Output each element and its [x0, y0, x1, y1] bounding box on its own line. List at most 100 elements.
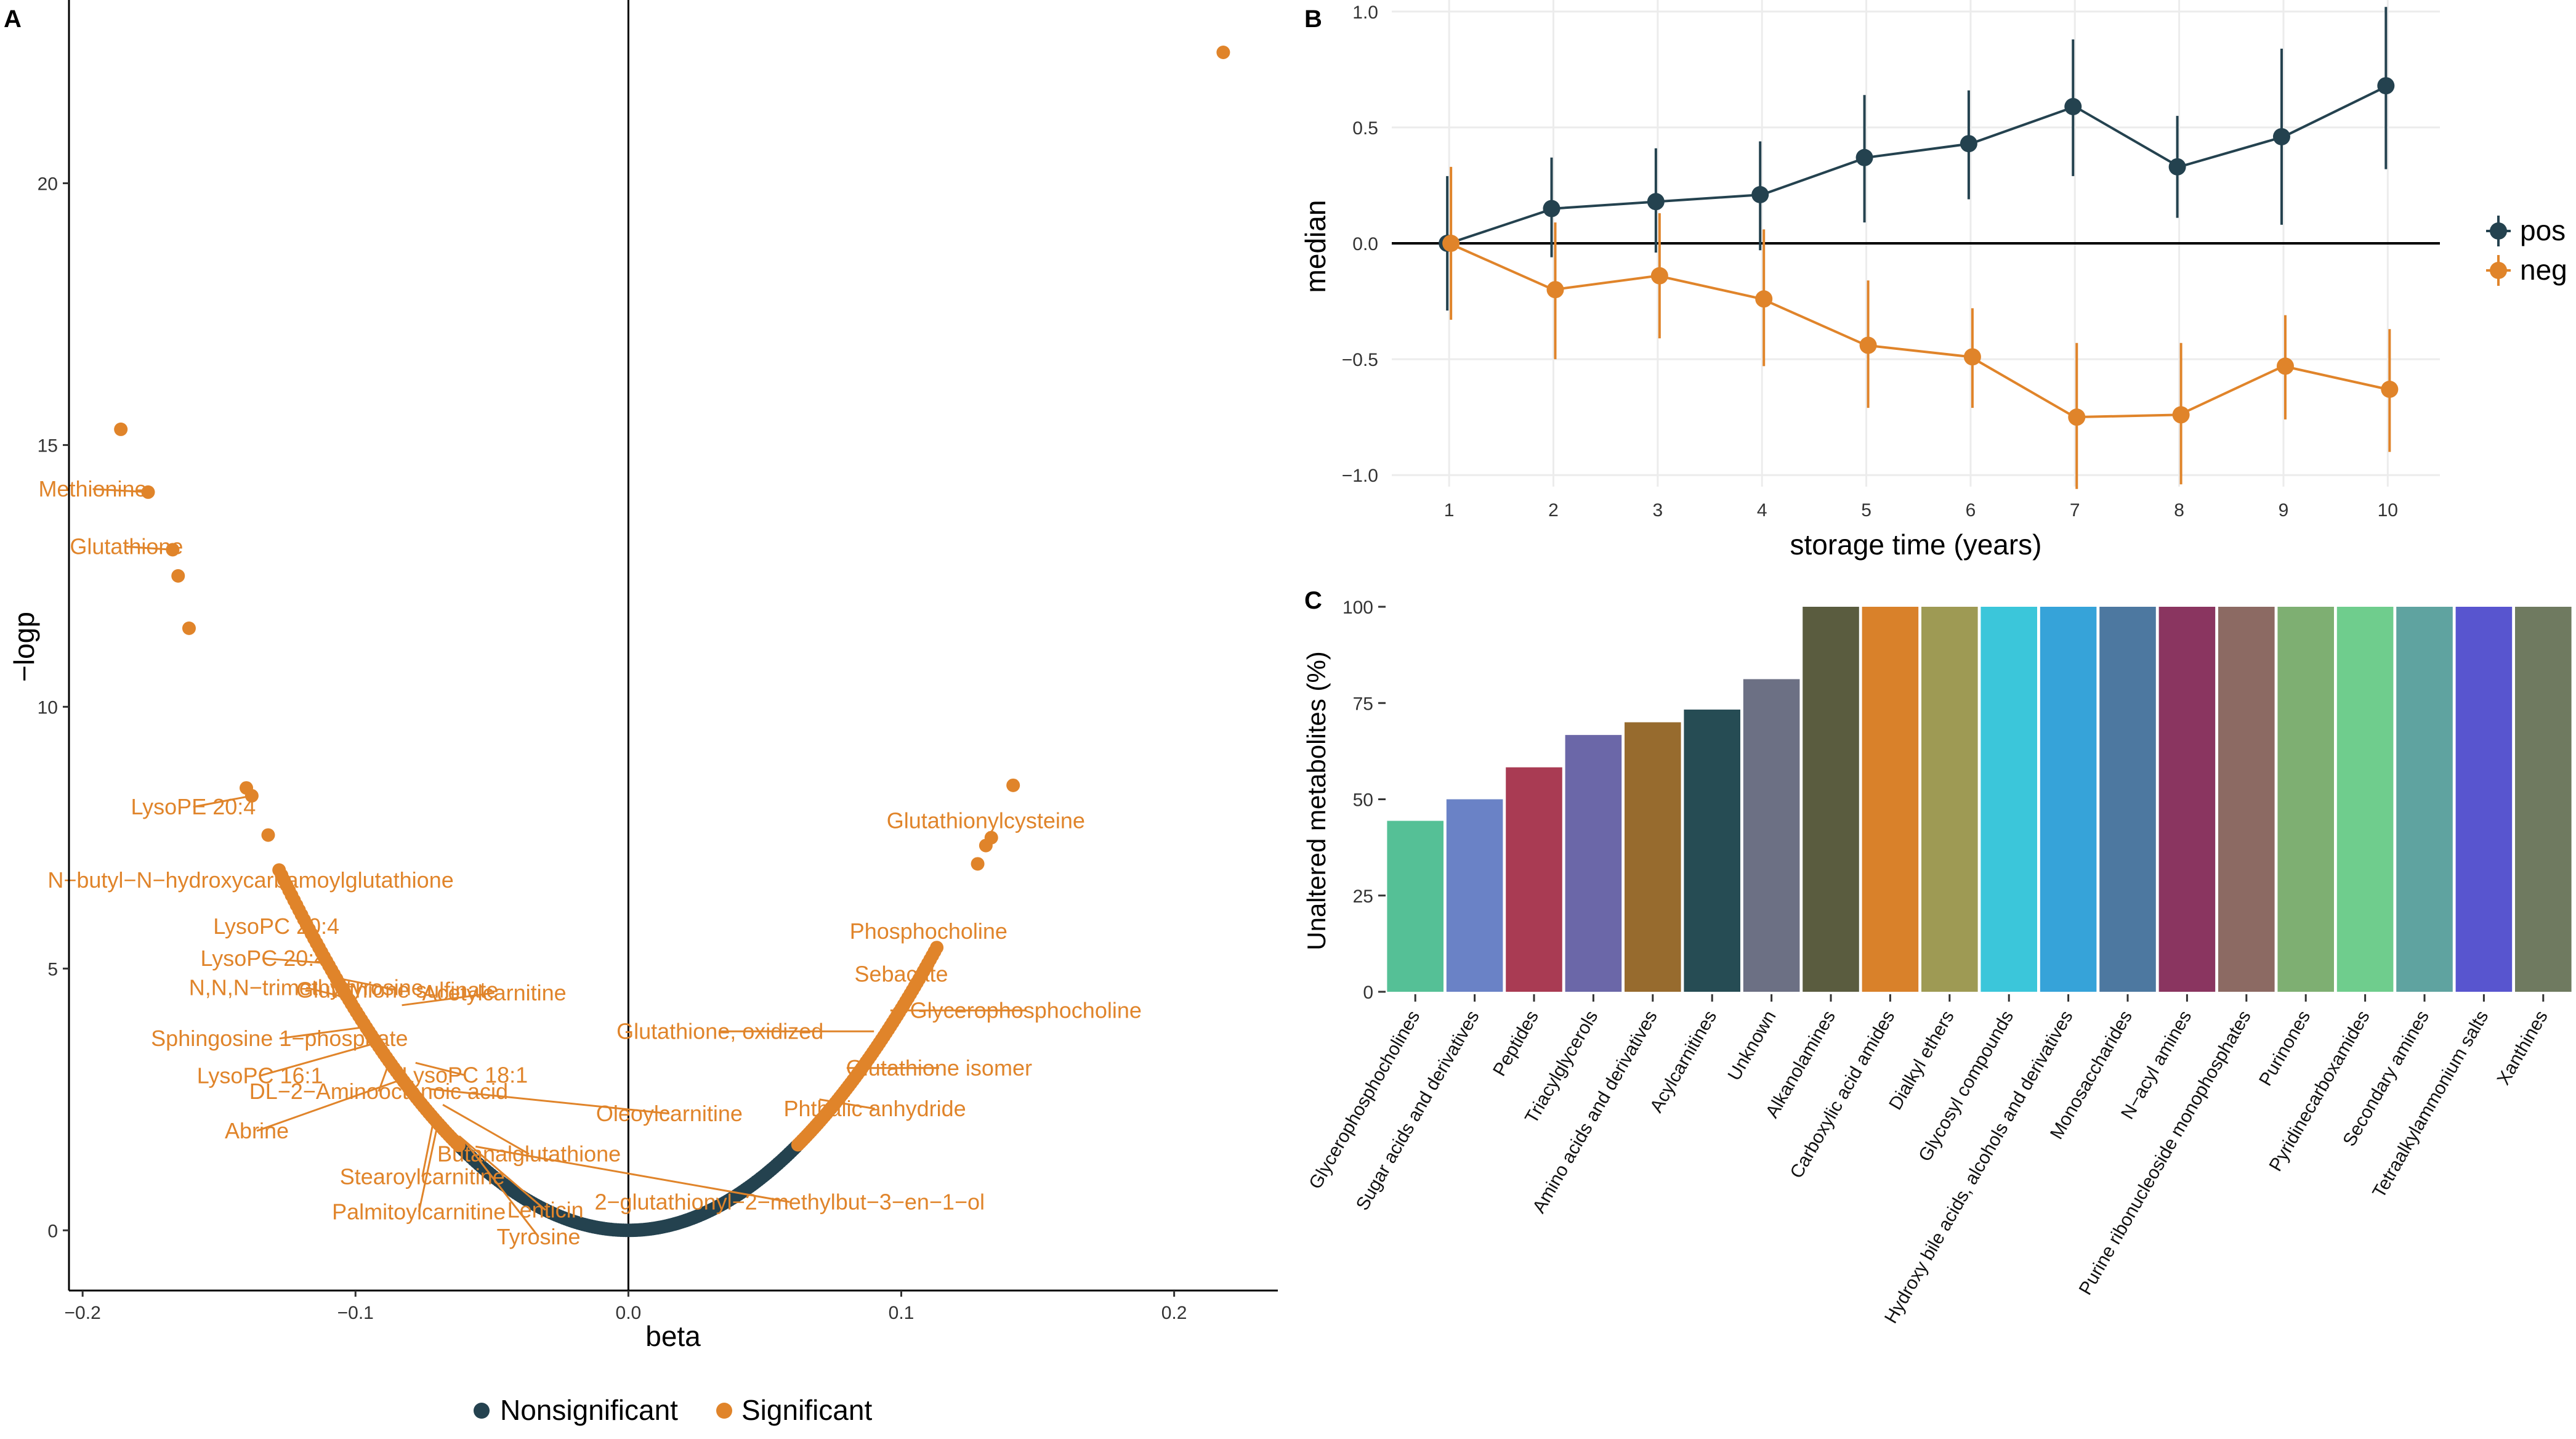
point-neg — [1546, 281, 1564, 299]
point-pos — [1751, 186, 1769, 203]
point-neg — [1442, 235, 1460, 252]
b-x-tick-label: 6 — [1966, 500, 1976, 521]
volcano-plot: A Methionine Glutathione LysoPE 20:4 N−buty… — [4, 0, 1278, 1426]
b-legend: pos neg — [2486, 214, 2567, 286]
b-x-tick-label: 2 — [1548, 500, 1559, 521]
point-label: Abrine — [225, 1118, 289, 1143]
point-label: LysoPC 18:1 — [402, 1062, 528, 1087]
significant-point — [930, 941, 944, 955]
legend-neg-swatch — [2490, 262, 2507, 279]
legend-pos-swatch — [2490, 222, 2507, 240]
a-legend: Nonsignificant Significant — [474, 1394, 872, 1426]
a-x-tick-label: 0.2 — [1161, 1303, 1187, 1323]
bar — [2099, 607, 2156, 992]
point-label: 2−glutathionyl−2−methylbut−3−en−1−ol — [594, 1189, 985, 1214]
b-x-tick-label: 8 — [2174, 500, 2184, 521]
label-leader-line — [378, 1057, 392, 1092]
a-x-tick-label: 0.1 — [889, 1303, 915, 1323]
bar — [1862, 607, 1919, 992]
bar — [1980, 607, 2037, 992]
c-y-tick-label: 50 — [1353, 790, 1373, 811]
point-pos — [2168, 158, 2186, 176]
point-label: Glutathione, oxidized — [616, 1018, 823, 1044]
point-pos — [2064, 98, 2082, 116]
point-pos — [1647, 193, 1665, 211]
label-leader-line — [259, 1040, 381, 1077]
category-label: Glycerophosphocholines — [1305, 1007, 1424, 1193]
point-label: Tyrosine — [496, 1224, 580, 1249]
label-leader-line — [193, 795, 252, 808]
significant-point — [182, 621, 196, 635]
b-y-tick-label: 0.5 — [1352, 118, 1378, 139]
b-y-tick-label: −0.5 — [1342, 350, 1378, 370]
a-y-tick-label: 15 — [38, 436, 58, 456]
bar — [1625, 722, 1681, 992]
bar — [1743, 679, 1800, 992]
label-leader-line — [256, 1077, 405, 1132]
point-label: Methionine — [38, 476, 147, 501]
point-label: Phosphocholine — [850, 918, 1007, 944]
category-label: Purinones — [2255, 1007, 2314, 1089]
label-leader-line — [402, 992, 495, 1007]
c-y-axis-title: Unaltered metabolites (%) — [1302, 651, 1331, 951]
point-label: N−butyl−N−hydroxycarbamoylglutathione — [47, 867, 453, 893]
panel-label-b: B — [1304, 6, 1322, 33]
category-label: Sugar acids and derivatives — [1352, 1007, 1484, 1214]
b-y-tick-label: −1.0 — [1342, 466, 1378, 486]
point-label: Glutathionylcysteine — [887, 808, 1085, 833]
series-line-neg — [1448, 242, 2388, 419]
series-line-pos — [1448, 84, 2389, 245]
bar — [1387, 821, 1443, 992]
significant-point — [114, 422, 128, 436]
bar — [2158, 607, 2216, 992]
unaltered-metabolites-bar-chart: C 0 25 50 75 100 GlycerophosphocholinesSugar… — [1302, 587, 2572, 1327]
category-label: Unknown — [1724, 1007, 1780, 1084]
a-x-axis-title: beta — [645, 1320, 701, 1352]
category-label: Pyridinecarboxamides — [2266, 1007, 2374, 1175]
point-label: Palmitoylcarnitine — [332, 1199, 506, 1224]
b-y-tick-label: 0.0 — [1352, 234, 1378, 254]
legend-neg-label: neg — [2520, 254, 2567, 286]
b-y-tick-label: 1.0 — [1352, 2, 1378, 23]
bar — [1506, 767, 1562, 992]
point-label: Glycerophosphocholine — [910, 997, 1142, 1023]
bar — [2396, 607, 2453, 992]
label-leader-line — [92, 488, 148, 493]
legend-significant-swatch — [716, 1403, 732, 1419]
point-label: LysoPC 20:4 — [213, 914, 339, 939]
panel-label-c: C — [1304, 587, 1322, 614]
point-label: DL−2−Aminooctanoic acid — [249, 1079, 508, 1104]
c-y-tick-label: 75 — [1353, 694, 1373, 714]
a-y-tick-label: 10 — [38, 697, 58, 718]
label-leader-line — [464, 1140, 539, 1238]
category-label: Peptides — [1489, 1007, 1543, 1080]
point-neg — [2276, 357, 2294, 375]
point-pos — [1960, 135, 1977, 153]
point-label: Glutathione isomer — [846, 1055, 1032, 1080]
point-pos — [2272, 128, 2290, 145]
label-leader-line — [475, 1145, 790, 1203]
significant-point — [971, 857, 985, 871]
bar — [1684, 709, 1740, 992]
bar — [1446, 799, 1503, 992]
b-x-tick-label: 7 — [2070, 500, 2080, 521]
a-y-tick-label: 5 — [47, 959, 58, 979]
significant-point — [272, 863, 286, 877]
point-label: Butanalglutathione — [437, 1141, 621, 1166]
point-neg — [2068, 408, 2086, 426]
legend-nonsignificant-swatch — [474, 1403, 490, 1419]
point-label: LysoPE 20:4 — [131, 794, 256, 819]
a-x-tick-label: −0.2 — [65, 1303, 101, 1323]
a-y-axis-title: −logp — [8, 612, 40, 682]
point-label: Lenticin — [507, 1197, 584, 1222]
point-label: Glutathione sulfinate — [296, 977, 498, 1002]
c-y-tick-label: 0 — [1363, 983, 1373, 1003]
panel-label-a: A — [4, 6, 22, 33]
label-leader-line — [442, 1103, 530, 1155]
label-leader-line — [458, 1135, 546, 1211]
legend-nonsignificant-label: Nonsignificant — [500, 1394, 678, 1426]
label-leader-line — [126, 545, 173, 551]
point-neg — [2172, 406, 2190, 424]
label-leader-line — [263, 957, 329, 965]
